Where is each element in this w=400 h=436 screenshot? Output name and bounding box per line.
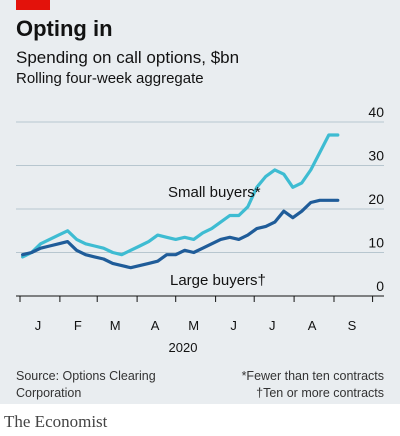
y-tick-label: 20 (368, 191, 384, 207)
chart-subtitle: Spending on call options, $bn (16, 48, 240, 67)
x-tick-label: F (74, 318, 82, 333)
x-tick-label: S (348, 318, 357, 333)
brand-red-tag (16, 0, 50, 10)
chart-subsubtitle: Rolling four-week aggregate (16, 70, 204, 87)
x-tick-label: M (110, 318, 121, 333)
y-tick-label: 10 (368, 235, 384, 251)
x-tick-label: J (269, 318, 276, 333)
series-line-large-buyers (21, 198, 340, 270)
chart-title: Opting in (16, 16, 113, 41)
footnotes: *Fewer than ten contracts †Ten or more c… (242, 368, 384, 402)
year-label: 2020 (169, 340, 198, 355)
grid-lines (16, 121, 384, 297)
footnote-large: †Ten or more contracts (256, 386, 384, 400)
source-note: Source: Options Clearing Corporation (16, 369, 156, 400)
economist-logo-text: The Economist (4, 412, 108, 431)
x-tick-label: A (151, 318, 160, 333)
y-tick-label: 40 (368, 104, 384, 120)
x-tick-label: A (308, 318, 317, 333)
series-label-small-buyers: Small buyers* (168, 184, 261, 201)
y-tick-label: 30 (368, 148, 384, 164)
chart-panel (0, 0, 400, 404)
x-tick-label: J (35, 318, 42, 333)
series-lines (21, 133, 340, 270)
line-chart: 40 30 20 10 0 J F M A M J J A S Small buyers* Large … (16, 104, 384, 355)
x-tick-label: J (230, 318, 237, 333)
series-line-small-buyers (21, 133, 340, 259)
series-label-large-buyers: Large buyers† (170, 272, 266, 289)
y-axis-ticks: 40 30 20 10 0 (368, 104, 384, 294)
footnote-small: *Fewer than ten contracts (241, 369, 384, 383)
x-tick-label: M (188, 318, 199, 333)
y-tick-label: 0 (376, 278, 384, 294)
